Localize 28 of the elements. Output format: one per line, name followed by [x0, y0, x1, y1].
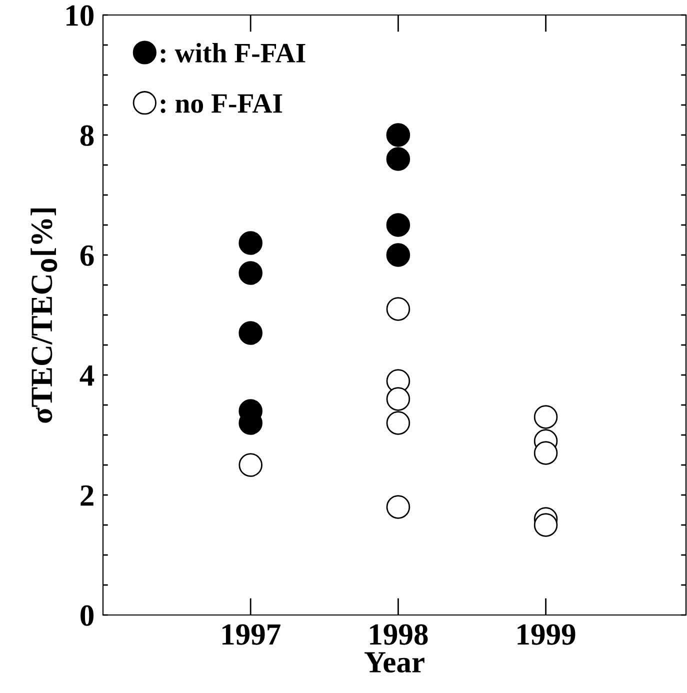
y-tick-label: 4 — [80, 365, 94, 386]
point — [386, 411, 410, 435]
y-tick-label: 6 — [80, 245, 94, 266]
point — [386, 147, 410, 171]
legend-label: : no F-FAI — [160, 94, 282, 113]
point — [386, 243, 410, 267]
y-tick-label: 10 — [66, 5, 94, 26]
point — [386, 213, 410, 237]
x-tick-label: 1999 — [518, 624, 576, 645]
point — [238, 231, 262, 255]
point — [238, 261, 262, 285]
x-tick-label: 1997 — [222, 624, 280, 645]
point — [386, 297, 410, 321]
point — [386, 387, 410, 411]
y-tick-label: 8 — [80, 125, 94, 146]
x-tick-label: 1998 — [370, 624, 428, 645]
x-axis-title: Year — [364, 652, 424, 673]
y-tick-label: 2 — [80, 485, 94, 506]
point — [238, 453, 262, 477]
point — [534, 513, 558, 537]
legend-label: : with F-FAI — [160, 42, 306, 63]
y-axis-title: σTEC/TEC$_{0}$[%] — [30, 208, 58, 423]
point — [238, 321, 262, 345]
point — [386, 495, 410, 519]
y-tick-label: 0 — [80, 605, 94, 626]
point — [386, 123, 410, 147]
point — [534, 405, 558, 429]
point — [534, 441, 558, 465]
